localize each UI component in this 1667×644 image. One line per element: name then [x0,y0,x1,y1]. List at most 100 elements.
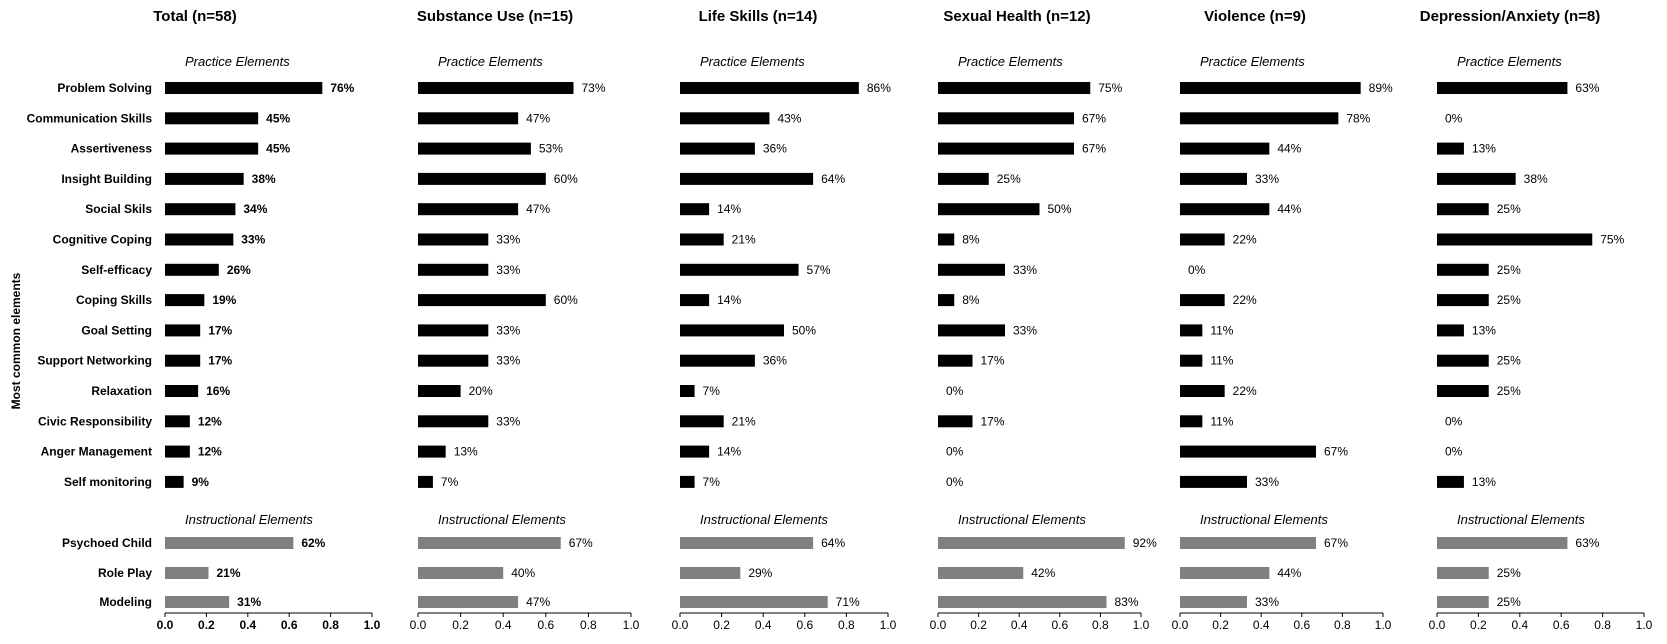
practice-bar [418,294,546,307]
practice-bar [165,445,190,458]
bar-value-label: 53% [539,142,563,156]
bar-value-label: 33% [496,323,520,337]
row-label: Anger Management [41,445,152,459]
x-tick-label: 0.8 [580,618,597,632]
bar-value-label: 22% [1233,233,1257,247]
bar-value-label: 33% [496,233,520,247]
bar-value-label: 14% [717,202,741,216]
practice-bar [680,294,710,307]
x-tick-label: 1.0 [1636,618,1653,632]
chart-panel: Violence (n=9) Practice Elements Instructi… [1172,8,1393,632]
practice-bar [1437,203,1489,216]
bar-value-label: 20% [469,384,493,398]
row-label: Assertiveness [71,142,153,156]
instructional-bar [680,567,741,579]
practice-bar [1180,172,1247,185]
practice-bar [938,415,973,428]
instructional-bar [1180,537,1317,549]
x-tick-label: 1.0 [1133,618,1150,632]
bar-value-label: 50% [1048,202,1072,216]
practice-bar [1180,354,1203,367]
practice-bar [680,172,814,185]
practice-bar [680,475,695,488]
practice-bar [165,82,323,94]
bar-value-label: 67% [1324,536,1348,550]
practice-bar [1437,82,1568,94]
practice-bar [165,475,184,488]
bar-value-label: 45% [266,142,290,156]
x-tick-label: 0.2 [970,618,987,632]
instructional-bar [165,567,209,579]
practice-bar [938,354,973,367]
x-tick-label: 0.6 [1051,618,1068,632]
practice-bar [418,172,546,185]
bar-value-label: 25% [997,172,1021,186]
practice-bar [938,203,1040,216]
practice-bar [1437,324,1464,337]
bar-value-label: 47% [526,111,550,125]
row-label: Modeling [99,595,152,609]
bar-value-label: 9% [192,475,210,489]
bar-value-label: 8% [962,233,980,247]
bar-value-label: 16% [206,384,230,398]
practice-bar [1437,385,1489,397]
bar-value-label: 17% [981,354,1005,368]
instructional-bar [1180,567,1270,579]
instructional-section-title: Instructional Elements [1457,512,1585,527]
bar-value-label: 44% [1277,202,1301,216]
instructional-bar [938,596,1107,608]
bar-value-label: 0% [1445,414,1463,428]
row-label: Self monitoring [64,475,152,489]
bar-value-label: 0% [1445,445,1463,459]
chart-title: Substance Use (n=15) [417,8,573,25]
bar-value-label: 22% [1233,293,1257,307]
x-tick-label: 0.4 [1511,618,1528,632]
x-tick-label: 1.0 [364,618,381,632]
instructional-bar [1437,537,1568,549]
practice-bar [1437,263,1489,276]
x-tick-label: 0.8 [838,618,855,632]
row-label: Self-efficacy [81,263,152,277]
instructional-bar [938,537,1125,549]
bar-value-label: 29% [748,566,772,580]
x-tick-label: 1.0 [623,618,640,632]
bar-value-label: 36% [763,354,787,368]
row-label: Psychoed Child [62,536,152,550]
instructional-bar [1437,567,1489,579]
bar-value-label: 38% [1524,172,1548,186]
bar-value-label: 0% [946,475,964,489]
practice-bar [938,142,1075,155]
bar-value-label: 73% [581,81,605,95]
chart-title: Life Skills (n=14) [699,8,818,25]
practice-bar [418,233,489,246]
instructional-bar [1180,596,1247,608]
bar-value-label: 38% [252,172,276,186]
bar-value-label: 31% [237,595,261,609]
bar-value-label: 40% [511,566,535,580]
bar-value-label: 63% [1575,536,1599,550]
x-tick-label: 0.4 [1253,618,1270,632]
practice-bar [1180,294,1225,307]
practice-section-title: Practice Elements [438,54,543,69]
instructional-bar [418,537,561,549]
bar-value-label: 13% [454,445,478,459]
bar-value-label: 25% [1497,202,1521,216]
bar-value-label: 34% [243,202,267,216]
instructional-bar [1437,596,1489,608]
bar-value-label: 75% [1098,81,1122,95]
practice-bar [680,324,784,337]
practice-bar [1437,475,1464,488]
x-tick-label: 0.6 [796,618,813,632]
bar-value-label: 86% [867,81,891,95]
chart-title: Total (n=58) [153,8,236,25]
practice-bar [418,203,519,216]
row-label: Role Play [98,566,152,580]
bar-value-label: 25% [1497,566,1521,580]
row-label: Social Skils [85,202,152,216]
practice-bar [165,172,244,185]
x-tick-label: 0.4 [239,618,256,632]
bar-value-label: 83% [1114,595,1138,609]
practice-bar [1180,324,1203,337]
x-tick-label: 1.0 [880,618,897,632]
